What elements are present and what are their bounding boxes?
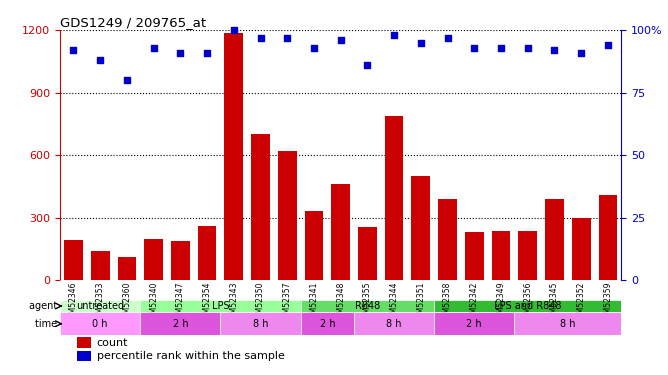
Text: R848: R848: [355, 301, 380, 311]
Text: GSM52345: GSM52345: [550, 282, 559, 323]
Text: GSM52352: GSM52352: [576, 282, 586, 323]
Bar: [77, 338, 91, 348]
Point: [309, 45, 319, 51]
Text: GSM52351: GSM52351: [416, 282, 426, 323]
Bar: [64, 240, 83, 280]
Bar: [518, 231, 537, 280]
Point: [603, 42, 613, 48]
Text: GSM52343: GSM52343: [229, 282, 238, 323]
Point: [415, 39, 426, 45]
Bar: [492, 231, 510, 280]
Bar: [278, 151, 297, 280]
Text: agent: agent: [29, 301, 60, 311]
Bar: [140, 312, 220, 335]
Bar: [465, 232, 484, 280]
Text: 0 h: 0 h: [92, 319, 108, 329]
Text: GSM52347: GSM52347: [176, 282, 185, 323]
Bar: [144, 238, 163, 280]
Text: 2 h: 2 h: [466, 319, 482, 329]
Point: [68, 47, 79, 53]
Bar: [301, 300, 434, 312]
Bar: [411, 176, 430, 280]
Bar: [171, 241, 190, 280]
Point: [255, 34, 266, 40]
Point: [202, 50, 212, 55]
Point: [549, 47, 560, 53]
Text: 8 h: 8 h: [253, 319, 269, 329]
Text: 2 h: 2 h: [319, 319, 335, 329]
Bar: [385, 116, 403, 280]
Text: GSM52358: GSM52358: [443, 282, 452, 323]
Bar: [220, 312, 301, 335]
Bar: [331, 184, 350, 280]
Bar: [599, 195, 617, 280]
Bar: [305, 211, 323, 280]
Text: GDS1249 / 209765_at: GDS1249 / 209765_at: [60, 16, 206, 29]
Bar: [301, 312, 354, 335]
Text: GSM52344: GSM52344: [389, 282, 399, 323]
Text: LPS and R848: LPS and R848: [494, 301, 562, 311]
Text: GSM52360: GSM52360: [122, 282, 132, 323]
Bar: [60, 300, 140, 312]
Bar: [251, 134, 270, 280]
Bar: [358, 227, 377, 280]
Bar: [118, 257, 136, 280]
Text: GSM52357: GSM52357: [283, 282, 292, 323]
Text: LPS: LPS: [212, 301, 229, 311]
Bar: [91, 251, 110, 280]
Point: [148, 45, 159, 51]
Point: [175, 50, 186, 55]
Point: [335, 37, 346, 43]
Bar: [77, 351, 91, 361]
Bar: [198, 226, 216, 280]
Point: [228, 27, 239, 33]
Point: [496, 45, 506, 51]
Point: [522, 45, 533, 51]
Point: [442, 34, 453, 40]
Point: [576, 50, 587, 55]
Bar: [354, 312, 434, 335]
Text: GSM52348: GSM52348: [336, 282, 345, 323]
Bar: [140, 300, 301, 312]
Text: untreated: untreated: [76, 301, 124, 311]
Point: [122, 77, 132, 83]
Text: GSM52350: GSM52350: [256, 282, 265, 323]
Text: GSM52354: GSM52354: [202, 282, 212, 323]
Bar: [438, 199, 457, 280]
Bar: [224, 33, 243, 280]
Text: GSM52359: GSM52359: [603, 282, 613, 323]
Point: [362, 62, 373, 68]
Text: GSM52349: GSM52349: [496, 282, 506, 323]
Text: 2 h: 2 h: [172, 319, 188, 329]
Text: percentile rank within the sample: percentile rank within the sample: [97, 351, 285, 361]
Text: count: count: [97, 338, 128, 348]
Text: 8 h: 8 h: [560, 319, 576, 329]
Text: 8 h: 8 h: [386, 319, 402, 329]
Text: GSM52346: GSM52346: [69, 282, 78, 323]
Text: GSM52356: GSM52356: [523, 282, 532, 323]
Point: [95, 57, 106, 63]
Text: GSM52353: GSM52353: [96, 282, 105, 323]
Point: [282, 34, 293, 40]
Text: GSM52355: GSM52355: [363, 282, 372, 323]
Bar: [572, 218, 591, 280]
Bar: [60, 312, 140, 335]
Text: GSM52340: GSM52340: [149, 282, 158, 323]
Bar: [545, 199, 564, 280]
Point: [469, 45, 480, 51]
Bar: [514, 312, 621, 335]
Text: time: time: [35, 319, 60, 329]
Bar: [434, 312, 514, 335]
Point: [389, 32, 399, 38]
Text: GSM52342: GSM52342: [470, 282, 479, 323]
Text: GSM52341: GSM52341: [309, 282, 319, 323]
Bar: [434, 300, 621, 312]
